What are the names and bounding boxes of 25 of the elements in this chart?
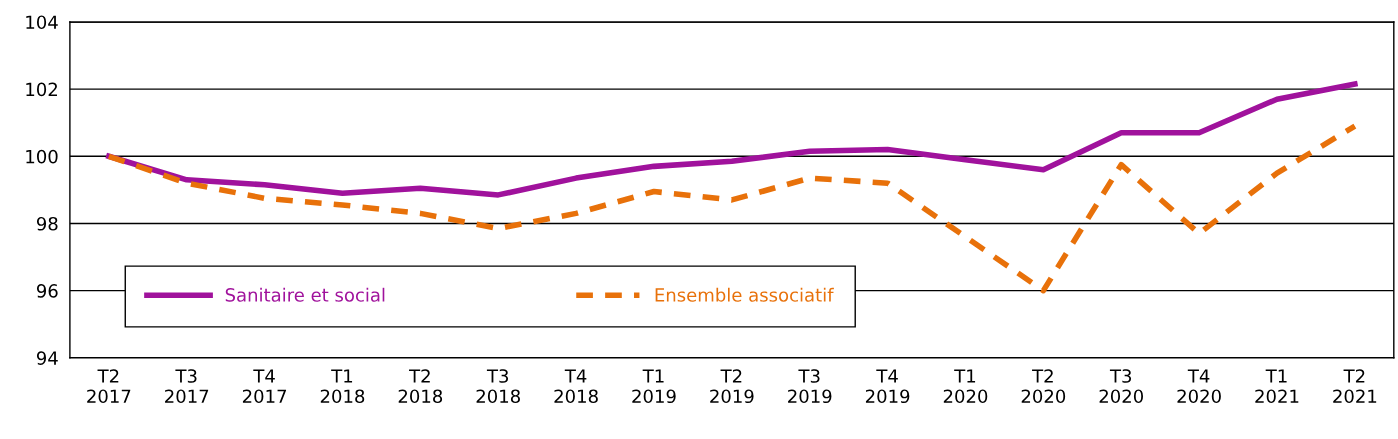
x-tick-label: T3 2017 [165, 369, 209, 404]
x-tick-label: T4 2019 [865, 369, 910, 404]
x-tick-label: T2 2017 [87, 369, 131, 404]
x-tick-label: T1 2019 [632, 369, 676, 404]
x-tick-label: T4 2017 [242, 369, 287, 404]
x-tick-label: T3 2019 [788, 369, 832, 404]
x-tick-label: T2 2020 [1021, 369, 1066, 404]
y-tick-label: 100 [26, 149, 58, 164]
legend-label: Sanitaire et social [225, 287, 385, 302]
x-tick-label: T3 2020 [1099, 369, 1144, 404]
x-tick-label: T4 2018 [554, 369, 598, 404]
x-tick-label: T1 2018 [320, 369, 365, 404]
x-tick-label: T1 2021 [1255, 369, 1299, 404]
y-tick-label: 102 [26, 82, 57, 97]
x-tick-label: T2 2018 [398, 369, 443, 404]
legend-label: Ensemble associatif [655, 287, 834, 302]
y-tick-label: 94 [36, 351, 58, 365]
x-tick-label: T3 2018 [476, 369, 520, 404]
x-tick-label: T4 2020 [1177, 369, 1221, 404]
x-tick-label: T2 2019 [710, 369, 754, 404]
x-tick-label: T1 2020 [943, 369, 988, 404]
y-tick-label: 98 [36, 216, 58, 231]
y-tick-label: 104 [26, 15, 58, 30]
x-tick-label: T2 2021 [1333, 369, 1377, 404]
y-tick-label: 96 [36, 284, 58, 298]
